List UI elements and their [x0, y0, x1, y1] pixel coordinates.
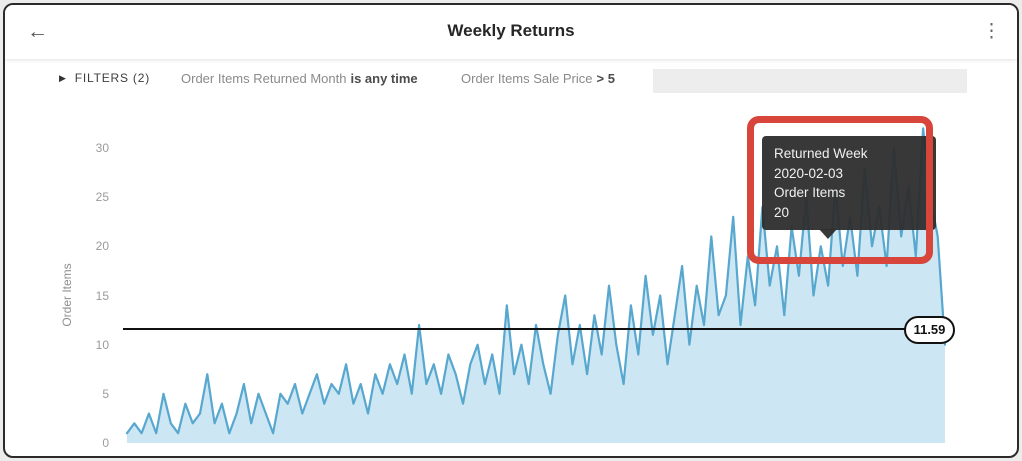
filter-field: Order Items Returned Month — [181, 71, 347, 86]
y-axis-tick-label: 0 — [102, 436, 109, 450]
kebab-menu-icon[interactable]: ⋮ — [982, 21, 1001, 42]
tooltip-dimension-value: 2020-02-03 — [774, 165, 844, 181]
tooltip-measure-value: 20 — [774, 204, 790, 220]
filter-item-returned-month[interactable]: Order Items Returned Month is any time — [181, 71, 418, 86]
filters-toggle-label: FILTERS (2) — [74, 71, 150, 85]
chart-tooltip: Returned Week 2020-02-03 Order Items 20 — [762, 136, 936, 240]
area-fill — [127, 128, 945, 444]
header-bar: ← Weekly Returns ⋮ — [5, 5, 1017, 59]
filters-empty-region — [653, 69, 967, 93]
filters-bar: ▶ FILTERS (2) Order Items Returned Month i… — [5, 63, 1017, 97]
filter-item-sale-price[interactable]: Order Items Sale Price > 5 — [461, 71, 615, 86]
caret-right-icon: ▶ — [59, 73, 67, 83]
filter-field: Order Items Sale Price — [461, 71, 593, 86]
y-axis-tick-label: 5 — [102, 386, 109, 401]
y-axis-title: Order Items — [60, 263, 74, 327]
tooltip-measure-label: Order Items — [774, 185, 846, 201]
y-axis-tick-label: 25 — [95, 190, 109, 205]
y-axis-tick-label: 10 — [95, 337, 109, 352]
y-axis-tick-label: 15 — [95, 288, 109, 303]
y-axis-tick-label: 30 — [95, 141, 109, 155]
page-title: Weekly Returns — [447, 21, 575, 40]
y-axis-tick-label: 20 — [95, 239, 109, 254]
chart-area: Order Items 0 5 10 15 20 25 30 11.59 Returned … — [5, 101, 1017, 456]
average-value-badge: 11.59 — [904, 316, 955, 344]
app-window: ← Weekly Returns ⋮ ▶ FILTERS (2) Order It… — [3, 3, 1019, 458]
filter-condition: is any time — [350, 71, 418, 86]
filter-condition: > 5 — [596, 71, 615, 86]
back-arrow-icon[interactable]: ← — [27, 20, 48, 43]
tooltip-dimension-label: Returned Week — [774, 146, 868, 161]
filters-toggle[interactable]: ▶ FILTERS (2) — [59, 71, 150, 85]
